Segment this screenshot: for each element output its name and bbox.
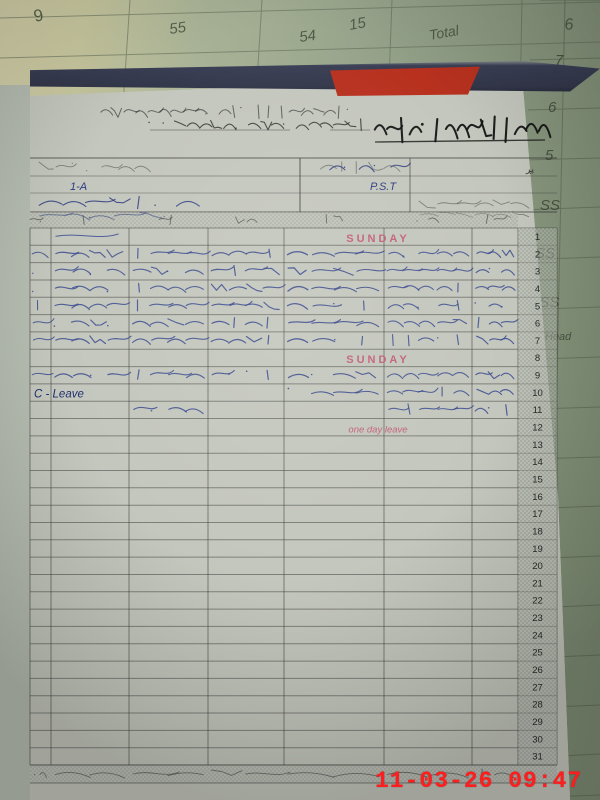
svg-text:29: 29 [532, 717, 543, 728]
svg-text:11: 11 [533, 405, 543, 416]
svg-text:15: 15 [532, 475, 543, 486]
svg-text:P.S.T: P.S.T [370, 181, 397, 193]
svg-text:10: 10 [532, 388, 543, 399]
svg-text:24: 24 [532, 630, 543, 641]
svg-text:3: 3 [535, 267, 540, 278]
svg-text:7: 7 [535, 336, 540, 347]
svg-text:28: 28 [532, 700, 543, 711]
svg-text:21: 21 [532, 578, 543, 589]
svg-text:SUNDAY: SUNDAY [346, 233, 409, 245]
svg-text:31: 31 [532, 752, 543, 763]
svg-text:19: 19 [532, 544, 543, 555]
svg-text:2: 2 [535, 249, 540, 260]
svg-text:SUNDAY: SUNDAY [346, 354, 409, 366]
svg-text:27: 27 [532, 682, 543, 693]
svg-text:4: 4 [535, 284, 540, 295]
svg-text:5: 5 [535, 301, 540, 312]
svg-text:30: 30 [532, 734, 543, 745]
svg-text:9: 9 [535, 371, 540, 382]
svg-text:26: 26 [532, 665, 543, 676]
svg-text:25: 25 [532, 648, 543, 659]
svg-text:12: 12 [532, 423, 543, 434]
svg-text:6: 6 [535, 319, 540, 330]
svg-text:18: 18 [532, 526, 543, 537]
svg-text:16: 16 [532, 492, 543, 503]
svg-text:23: 23 [532, 613, 543, 624]
svg-text:پڕ: پڕ [525, 164, 534, 175]
svg-text:one day leave: one day leave [348, 424, 407, 435]
svg-text:C - Leave: C - Leave [34, 388, 84, 400]
svg-text:22: 22 [532, 596, 543, 607]
svg-text:13: 13 [532, 440, 543, 451]
svg-text:8: 8 [535, 353, 540, 364]
svg-text:20: 20 [532, 561, 543, 572]
svg-text:1-A: 1-A [70, 181, 87, 193]
svg-text:14: 14 [532, 457, 543, 468]
svg-text:17: 17 [532, 509, 543, 520]
svg-text:1: 1 [535, 232, 540, 243]
